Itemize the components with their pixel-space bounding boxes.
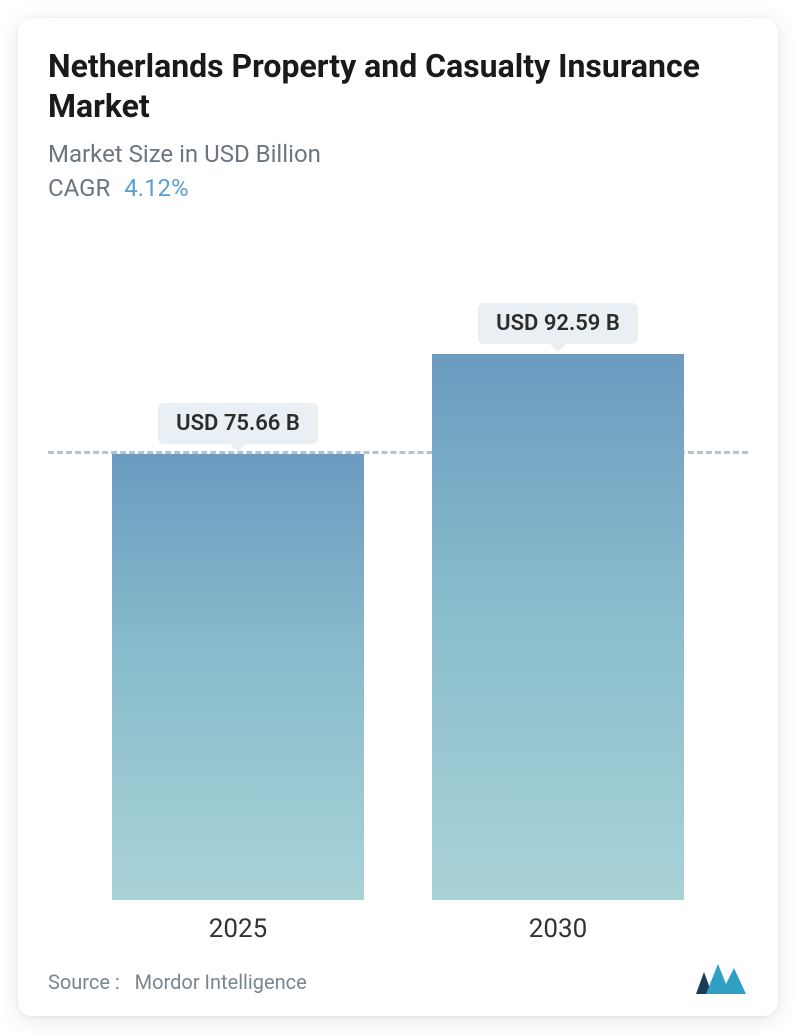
x-axis-label-0: 2025	[98, 914, 378, 944]
cagr-label: CAGR	[48, 174, 110, 202]
source-label: Source :	[48, 970, 120, 994]
source-name: Mordor Intelligence	[135, 970, 307, 994]
chart-title: Netherlands Property and Casualty Insura…	[48, 46, 748, 126]
bar-group-1: USD 92.59 B	[418, 303, 698, 900]
chart-plot-area: USD 75.66 B USD 92.59 B	[48, 260, 748, 900]
x-axis-label-1: 2030	[418, 914, 698, 944]
x-axis-labels: 2025 2030	[48, 900, 748, 944]
chart-subtitle: Market Size in USD Billion	[48, 140, 748, 168]
chart-card: Netherlands Property and Casualty Insura…	[18, 18, 778, 1016]
mordor-logo-icon	[696, 964, 748, 994]
bar-group-0: USD 75.66 B	[98, 403, 378, 900]
bar-value-label-1: USD 92.59 B	[478, 303, 638, 344]
bars-container: USD 75.66 B USD 92.59 B	[48, 260, 748, 900]
source-text: Source : Mordor Intelligence	[48, 970, 307, 994]
bar-0	[112, 454, 364, 900]
bar-value-label-0: USD 75.66 B	[158, 403, 318, 444]
cagr-line: CAGR 4.12%	[48, 174, 748, 202]
chart-footer: Source : Mordor Intelligence	[48, 964, 748, 994]
bar-1	[432, 354, 684, 900]
cagr-value: 4.12%	[124, 174, 188, 202]
